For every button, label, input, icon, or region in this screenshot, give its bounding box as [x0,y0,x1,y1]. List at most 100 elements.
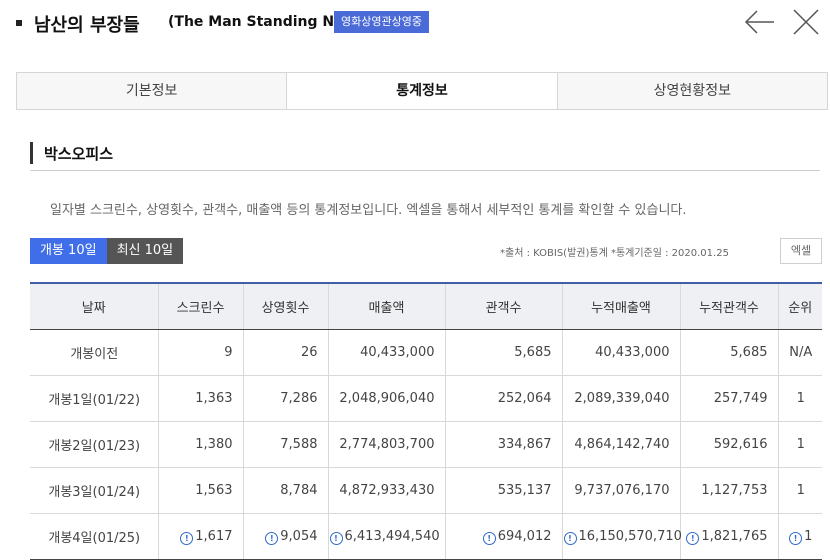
cell-value: 1 [796,391,805,406]
latest-10-days-button[interactable]: 최신 10일 [106,238,184,264]
cell-value: 257,749 [713,391,768,406]
audience-cell: 535,137 [445,467,563,514]
cell-value: 9,054 [280,528,318,544]
cumulative-sales-cell: 4,864,142,740 [562,421,681,468]
table-row: 개봉4일(01/25)! 1,617! 9,054! 6,413,494,540! 69… [30,513,822,560]
close-button[interactable] [788,6,824,38]
date-cell: 개봉1일(01/22) [30,375,159,422]
sales-cell: 40,433,000 [328,329,446,376]
screens-cell: 9 [158,329,244,376]
screens-cell: ! 1,617 [158,513,244,560]
cell-value: N/A [789,345,813,360]
back-button[interactable] [742,6,778,38]
cell-value: 592,616 [713,437,768,452]
col-header-screens: 스크린수 [158,282,244,330]
cell-value: 252,064 [497,391,552,406]
cell-value: 2,089,339,040 [574,391,670,406]
cell-value: 5,685 [514,345,552,360]
cell-value: 8,784 [280,483,318,498]
col-header-sales: 매출액 [328,282,446,330]
rank-cell: N/A [778,329,822,376]
info-circle-icon[interactable]: ! [563,531,577,545]
cell-value: 16,150,570,710 [578,528,682,544]
sales-cell: 2,048,906,040 [328,375,446,422]
cell-value: 694,012 [497,528,552,544]
section-title: 박스오피스 [44,145,114,163]
screening-status-badge: 영화상영관상영중 [334,11,429,33]
col-header-cumulative-sales: 누적매출액 [562,282,681,330]
opening-10-days-button[interactable]: 개봉 10일 [30,238,107,264]
info-circle-icon[interactable]: ! [180,531,194,545]
cell-value: 6,413,494,540 [344,528,440,544]
tab-basic-info[interactable]: 기본정보 [17,73,288,109]
cumulative-audience-cell: 5,685 [680,329,779,376]
title-bullet [16,20,22,26]
section-header: 박스오피스 [30,140,820,171]
box-office-table: 날짜 스크린수 상영횟수 매출액 관객수 누적매출액 누적관객수 순위 개봉이전… [30,282,822,560]
section-description: 일자별 스크린수, 상영횟수, 관객수, 매출액 등의 통계정보입니다. 엑셀을… [50,203,687,218]
cell-value: 9 [224,345,233,360]
cell-value: 1,363 [195,391,233,406]
section-marker [30,142,33,164]
showings-cell: 8,784 [243,467,329,514]
cell-value: 40,433,000 [595,345,670,360]
cumulative-audience-cell: 592,616 [680,421,779,468]
cell-value: 9,737,076,170 [574,483,670,498]
info-circle-icon[interactable]: ! [329,531,343,545]
cell-value: 334,867 [497,437,552,452]
showings-cell: 7,286 [243,375,329,422]
cell-value: 1,563 [195,483,233,498]
date-cell: 개봉3일(01/24) [30,467,159,514]
table-row: 개봉1일(01/22) 1,363 7,286 2,048,906,040 252,06… [30,375,822,422]
screens-cell: 1,380 [158,421,244,468]
rank-cell: 1 [778,467,822,514]
cumulative-audience-cell: 257,749 [680,375,779,422]
excel-download-button[interactable]: 엑셀 [780,238,822,264]
info-circle-icon[interactable]: ! [482,531,496,545]
date-cell: 개봉2일(01/23) [30,421,159,468]
cell-value: 개봉3일(01/24) [48,485,141,500]
cumulative-audience-cell: ! 1,821,765 [680,513,779,560]
col-header-audience: 관객수 [445,282,563,330]
tab-statistics[interactable]: 통계정보 [287,73,558,109]
cell-value: 5,685 [730,345,768,360]
col-header-showings: 상영횟수 [243,282,329,330]
rank-cell: 1 [778,421,822,468]
cell-value: 1 [804,528,813,544]
cell-value: 2,048,906,040 [339,391,435,406]
sales-cell: ! 6,413,494,540 [328,513,446,560]
table-header-row: 날짜 스크린수 상영횟수 매출액 관객수 누적매출액 누적관객수 순위 [30,282,822,330]
audience-cell: 5,685 [445,329,563,376]
source-note: *출처 : KOBIS(발권)통계 *통계기준일 : 2020.01.25 [500,248,729,259]
cell-value: 개봉4일(01/25) [48,531,141,546]
close-icon [793,9,819,35]
period-toggle: 개봉 10일 최신 10일 [30,238,184,264]
screens-cell: 1,563 [158,467,244,514]
cell-value: 7,286 [280,391,318,406]
cumulative-sales-cell: 40,433,000 [562,329,681,376]
cumulative-sales-cell: ! 16,150,570,710 [562,513,682,560]
date-cell: 개봉이전 [30,329,159,376]
audience-cell: ! 694,012 [445,513,563,560]
col-header-date: 날짜 [30,282,159,330]
sales-cell: 4,872,933,430 [328,467,446,514]
info-circle-icon[interactable]: ! [686,531,700,545]
table-row: 개봉2일(01/23) 1,380 7,588 2,774,803,700 334,86… [30,421,822,468]
cell-value: 4,864,142,740 [574,437,670,452]
rank-cell: 1 [778,375,822,422]
showings-cell: ! 9,054 [243,513,329,560]
showings-cell: 26 [243,329,329,376]
tab-screening-status[interactable]: 상영현황정보 [557,73,827,109]
detail-tabs: 기본정보 통계정보 상영현황정보 [16,72,828,110]
col-header-cumulative-audience: 누적관객수 [680,282,779,330]
cell-value: 535,137 [497,483,552,498]
table-row: 개봉이전 9 26 40,433,000 5,685 40,433,000 5,685 N/A [30,329,822,376]
screens-cell: 1,363 [158,375,244,422]
col-header-rank: 순위 [778,282,822,330]
info-circle-icon[interactable]: ! [789,531,803,545]
cell-value: 1,617 [195,528,233,544]
cell-value: 1,821,765 [701,528,768,544]
audience-cell: 334,867 [445,421,563,468]
info-circle-icon[interactable]: ! [265,531,279,545]
movie-title: 남산의 부장들 [34,15,140,36]
